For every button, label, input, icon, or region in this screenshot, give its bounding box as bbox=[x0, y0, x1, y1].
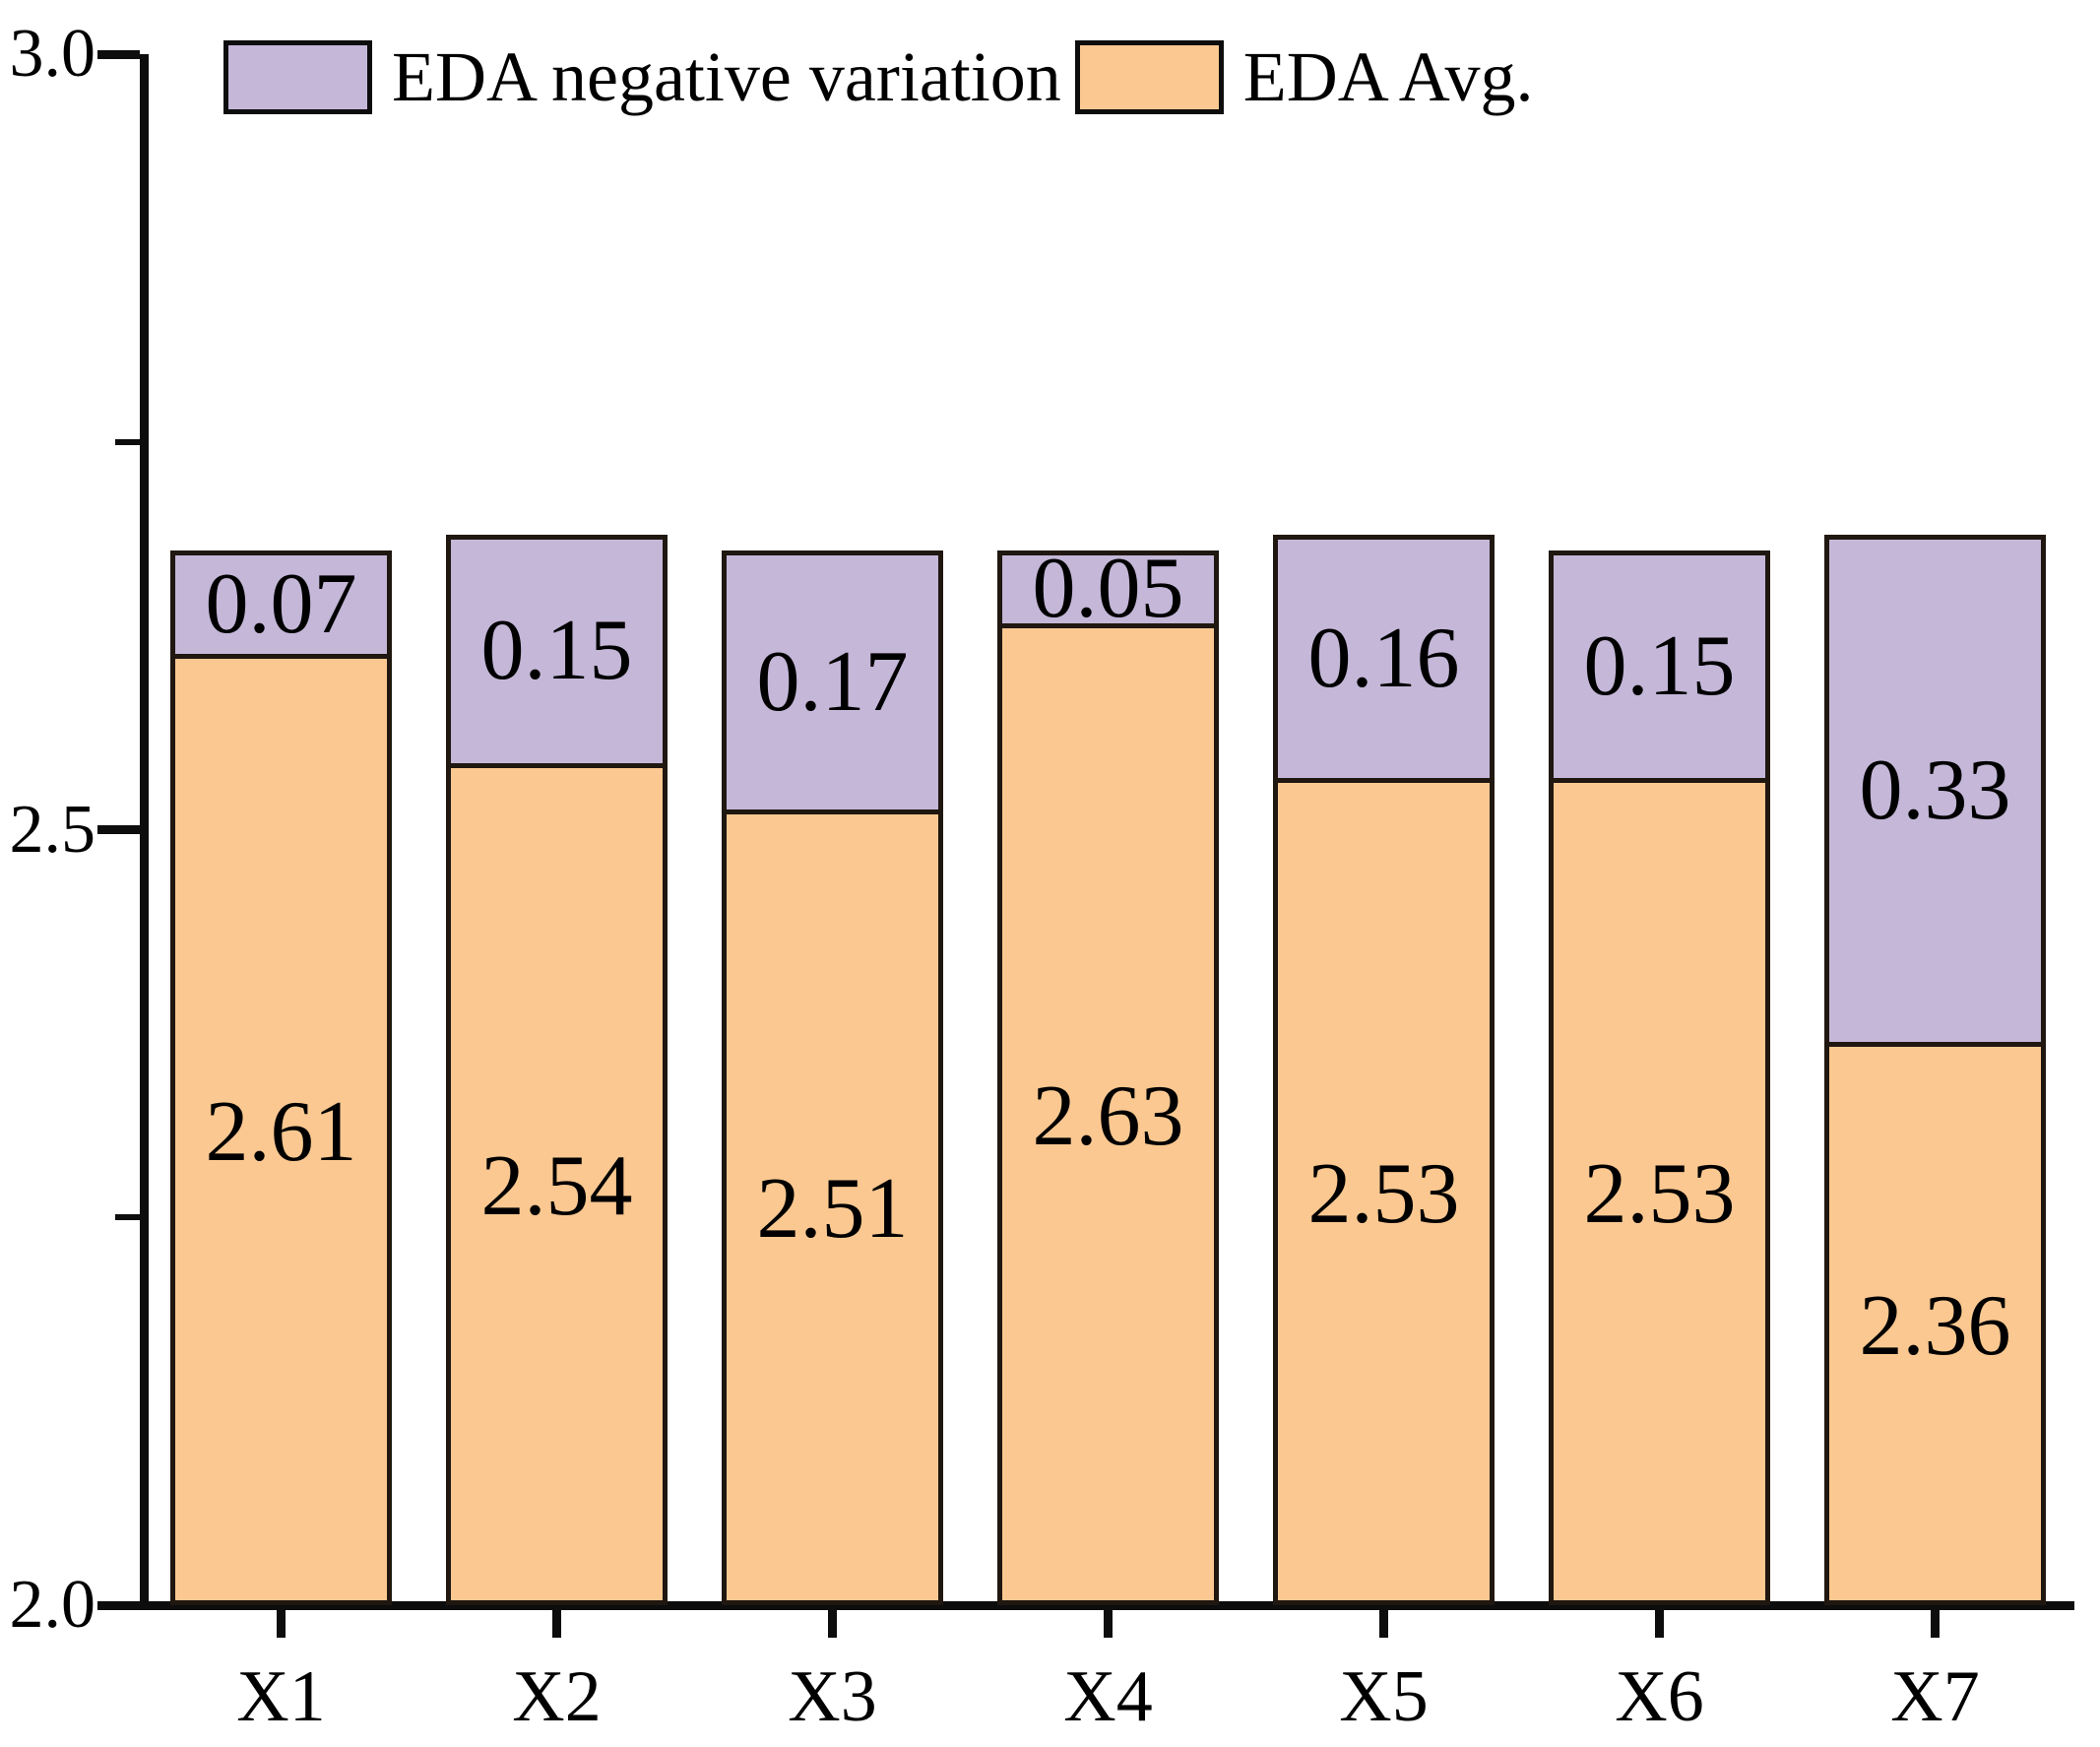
bar-x5-segment-eda-avg bbox=[1273, 783, 1495, 1605]
y-major-tick-2.5 bbox=[96, 825, 140, 834]
bar-x5-label-eda-avg: 2.53 bbox=[1307, 1145, 1460, 1242]
bar-x5-label-eda-negative-variation: 0.16 bbox=[1307, 611, 1460, 707]
bar-x1-label-eda-negative-variation: 0.07 bbox=[205, 556, 357, 653]
bar-x7-label-eda-avg: 2.36 bbox=[1859, 1277, 2011, 1374]
bar-x6-segment-eda-avg bbox=[1549, 783, 1770, 1605]
bar-x1-label-eda-avg: 2.61 bbox=[205, 1083, 357, 1180]
bar-x4-label-eda-negative-variation: 0.05 bbox=[1032, 541, 1184, 637]
bar-x4-segment-eda-avg bbox=[997, 627, 1219, 1605]
x-axis-line bbox=[139, 1600, 2074, 1610]
bar-x2-label-eda-avg: 2.54 bbox=[480, 1137, 633, 1234]
y-tick-label-3.0: 3.0 bbox=[9, 16, 96, 92]
x-tick-label-x3: X3 bbox=[788, 1656, 877, 1737]
bar-x3-label-eda-avg: 2.51 bbox=[756, 1161, 909, 1258]
bar-x2-segment-eda-negative-variation bbox=[446, 535, 668, 768]
bar-x3-segment-eda-avg bbox=[722, 813, 943, 1605]
bar-x1-segment-eda-negative-variation bbox=[170, 550, 392, 660]
legend-label-eda-negative-variation: EDA negative variation bbox=[392, 37, 1061, 116]
x-tick-x7 bbox=[1931, 1609, 1940, 1638]
bar-x6-label-eda-negative-variation: 0.15 bbox=[1583, 618, 1736, 715]
x-tick-x5 bbox=[1379, 1609, 1388, 1638]
bar-x2-label-eda-negative-variation: 0.15 bbox=[480, 603, 633, 699]
bar-x4-label-eda-avg: 2.63 bbox=[1032, 1068, 1184, 1164]
legend: EDA negative variation EDA Avg. bbox=[223, 39, 1533, 114]
legend-swatch-eda-avg bbox=[1074, 39, 1224, 114]
bar-x6-label-eda-avg: 2.53 bbox=[1583, 1145, 1736, 1242]
x-tick-x3 bbox=[828, 1609, 837, 1638]
bar-x7-segment-eda-avg bbox=[1824, 1047, 2046, 1605]
bar-x5-segment-eda-negative-variation bbox=[1273, 535, 1495, 784]
bar-x3-segment-eda-negative-variation bbox=[722, 550, 943, 814]
x-tick-label-x5: X5 bbox=[1339, 1656, 1429, 1737]
bar-x3-label-eda-negative-variation: 0.17 bbox=[756, 633, 909, 730]
y-minor-tick-2.25 bbox=[114, 1214, 140, 1221]
x-tick-x6 bbox=[1655, 1609, 1664, 1638]
x-tick-x2 bbox=[552, 1609, 561, 1638]
bar-x6-segment-eda-negative-variation bbox=[1549, 550, 1770, 784]
bar-x4-segment-eda-negative-variation bbox=[997, 550, 1219, 628]
legend-item-eda-negative-variation: EDA negative variation bbox=[223, 39, 1061, 114]
legend-swatch-eda-negative-variation bbox=[223, 39, 372, 114]
x-tick-label-x7: X7 bbox=[1890, 1656, 1980, 1737]
x-tick-label-x4: X4 bbox=[1063, 1656, 1153, 1737]
x-tick-label-x2: X2 bbox=[512, 1656, 602, 1737]
y-axis-line bbox=[139, 54, 149, 1610]
y-major-tick-3.0 bbox=[96, 49, 140, 59]
bar-x2-segment-eda-avg bbox=[446, 767, 668, 1605]
x-tick-label-x6: X6 bbox=[1615, 1656, 1704, 1737]
bar-x1-segment-eda-avg bbox=[170, 659, 392, 1605]
y-tick-label-2.5: 2.5 bbox=[9, 791, 96, 868]
legend-item-eda-avg: EDA Avg. bbox=[1074, 37, 1534, 116]
y-major-tick-2.0 bbox=[96, 1600, 140, 1610]
x-tick-label-x1: X1 bbox=[236, 1656, 326, 1737]
y-minor-tick-2.75 bbox=[114, 438, 140, 445]
y-tick-label-2.0: 2.0 bbox=[9, 1567, 96, 1643]
x-tick-x4 bbox=[1104, 1609, 1113, 1638]
x-tick-x1 bbox=[277, 1609, 286, 1638]
bar-x7-segment-eda-negative-variation bbox=[1824, 535, 2046, 1047]
legend-label-eda-avg: EDA Avg. bbox=[1242, 37, 1534, 116]
bar-x7-label-eda-negative-variation: 0.33 bbox=[1859, 743, 2011, 839]
